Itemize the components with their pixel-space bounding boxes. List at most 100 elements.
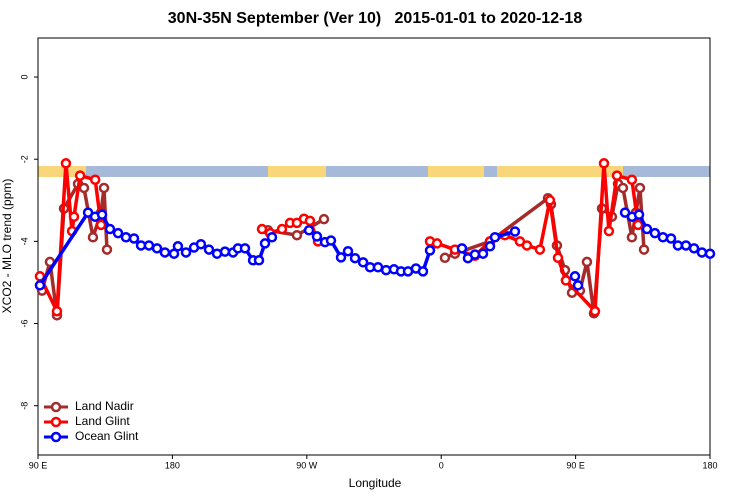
- land-strip: [38, 166, 86, 177]
- data-point: [151, 243, 163, 254]
- data-point: [98, 182, 110, 194]
- data-point: [78, 182, 90, 194]
- data-point: [633, 209, 645, 220]
- data-point: [303, 225, 315, 236]
- data-point: [632, 219, 644, 231]
- legend-marker: [50, 431, 62, 443]
- data-point: [128, 233, 140, 244]
- data-point: [641, 223, 653, 235]
- data-point: [665, 233, 677, 244]
- data-point: [431, 238, 443, 249]
- data-point: [672, 240, 684, 251]
- data-point: [417, 266, 429, 277]
- data-point: [598, 158, 610, 169]
- data-point: [626, 232, 638, 243]
- data-point: [335, 252, 347, 263]
- data-point: [657, 232, 669, 243]
- data-point: [489, 232, 501, 243]
- data-point: [357, 257, 369, 268]
- data-point: [342, 245, 354, 257]
- data-point: [439, 252, 451, 264]
- data-point: [259, 238, 271, 249]
- data-point: [626, 174, 638, 185]
- data-point: [256, 223, 268, 235]
- data-point: [456, 243, 468, 254]
- data-point: [159, 247, 171, 258]
- data-point: [101, 244, 113, 255]
- data-point: [581, 256, 593, 268]
- data-point: [219, 246, 231, 257]
- x-tick-label: 90 W: [296, 460, 318, 470]
- data-point: [87, 232, 99, 243]
- data-point: [696, 247, 708, 258]
- legend-marker: [50, 401, 62, 413]
- data-point: [372, 261, 384, 273]
- data-point: [143, 240, 155, 251]
- data-point: [239, 243, 251, 254]
- data-point: [172, 241, 184, 252]
- data-point: [688, 243, 700, 254]
- data-point: [51, 305, 63, 317]
- data-point: [572, 280, 584, 291]
- data-point: [291, 229, 303, 241]
- x-tick-label: 0: [439, 460, 444, 470]
- data-point: [253, 255, 265, 266]
- data-point: [318, 213, 330, 225]
- legend-label: Land Glint: [75, 414, 130, 428]
- data-point: [484, 241, 496, 252]
- data-point: [311, 231, 323, 242]
- legend-label: Ocean Glint: [75, 429, 139, 443]
- plot-frame: [37, 37, 711, 456]
- y-tick-label: -4: [19, 237, 29, 245]
- land-strip: [497, 166, 623, 177]
- legend-marker: [50, 416, 62, 428]
- y-tick-label: -8: [19, 402, 29, 410]
- data-point: [560, 275, 572, 286]
- ocean-strip: [38, 166, 710, 177]
- y-tick-label: 0: [19, 75, 29, 80]
- data-point: [203, 244, 215, 255]
- data-point: [266, 232, 278, 243]
- y-tick-label: -2: [19, 155, 29, 163]
- data-point: [603, 225, 615, 237]
- data-point: [477, 248, 489, 259]
- data-point: [195, 238, 207, 250]
- data-point: [60, 158, 72, 169]
- y-axis-label: XCO2 - MLO trend (ppm): [0, 179, 14, 314]
- land-strip: [428, 166, 484, 177]
- data-point: [611, 170, 623, 181]
- surface-strip: [38, 166, 710, 177]
- data-point: [74, 170, 86, 181]
- data-point: [68, 211, 80, 222]
- y-tick-label: -6: [19, 320, 29, 328]
- x-tick-label: 90 E: [566, 460, 585, 470]
- data-point: [349, 252, 361, 264]
- x-tick-label: 90 E: [29, 460, 48, 470]
- data-point: [180, 247, 192, 258]
- data-point: [469, 249, 481, 260]
- data-point: [569, 271, 581, 282]
- data-point: [534, 244, 546, 255]
- data-point: [634, 182, 646, 194]
- data-point: [589, 305, 601, 317]
- data-point: [649, 227, 661, 239]
- data-point: [521, 240, 533, 251]
- data-point: [304, 215, 316, 227]
- data-point: [552, 252, 564, 264]
- x-tick-label: 180: [702, 460, 717, 470]
- data-point: [424, 245, 436, 256]
- data-point: [96, 209, 108, 220]
- data-point: [34, 280, 46, 291]
- legend-label: Land Nadir: [75, 399, 134, 413]
- data-point: [276, 223, 288, 235]
- x-tick-label: 180: [165, 460, 180, 470]
- data-point: [617, 182, 629, 194]
- chart-title: 30N-35N September (Ver 10) 2015-01-01 to…: [168, 10, 583, 27]
- data-point: [544, 195, 556, 206]
- data-point: [104, 223, 116, 235]
- land-strip: [268, 166, 326, 177]
- x-axis-label: Longitude: [349, 476, 402, 490]
